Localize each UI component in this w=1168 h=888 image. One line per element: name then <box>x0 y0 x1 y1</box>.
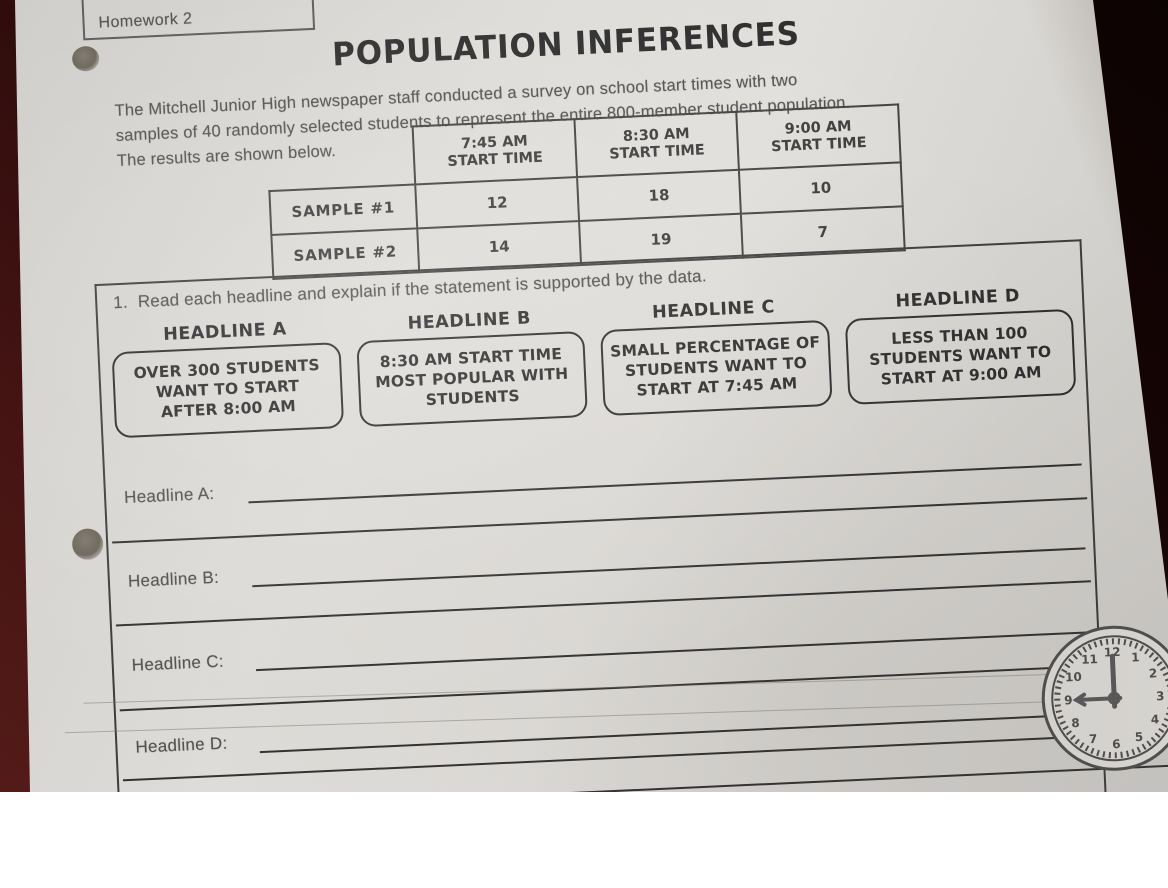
clock-number: 12 <box>1104 645 1121 660</box>
headline-group-b: HEADLINE B 8:30 AM START TIME MOST POPUL… <box>355 306 588 428</box>
answer-line-d <box>259 712 1119 754</box>
clock-number: 6 <box>1112 737 1121 751</box>
answer-line-c <box>256 631 1090 672</box>
worksheet-paper: Homework 2 POPULATION INFERENCES The Mit… <box>15 0 1168 792</box>
answer-line-b <box>252 547 1086 588</box>
hole-punch-top <box>71 45 100 72</box>
question-box: 1. Read each headline and explain if the … <box>94 239 1168 792</box>
clock-number: 4 <box>1151 712 1160 726</box>
headline-group-c: HEADLINE C SMALL PERCENTAGE OF STUDENTS … <box>599 295 833 417</box>
headline-c-box: SMALL PERCENTAGE OF STUDENTS WANT TO STA… <box>600 319 833 417</box>
question-number: 1. <box>112 292 129 313</box>
homework-label: Homework 2 <box>98 10 193 32</box>
table-cell: 12 <box>415 177 580 229</box>
row-label-sample-1: SAMPLE #1 <box>269 184 418 236</box>
clock-center-dot <box>1107 691 1121 705</box>
headline-d-box: LESS THAN 100 STUDENTS WANT TO START AT … <box>844 308 1077 406</box>
column-header-900: 9:00 AM START TIME <box>736 104 901 170</box>
clock-number: 8 <box>1071 716 1080 730</box>
headline-a-box: OVER 300 STUDENTS WANT TO START AFTER 8:… <box>111 342 344 439</box>
answer-label-b: Headline B: <box>127 567 220 591</box>
answer-label-a: Headline A: <box>123 483 215 507</box>
headline-a-label: HEADLINE A <box>162 319 288 346</box>
answer-line-a2 <box>112 497 1088 544</box>
clock-number: 5 <box>1135 730 1144 744</box>
answer-label-c: Headline C: <box>131 651 225 675</box>
answer-line-a <box>248 463 1082 504</box>
page-title: POPULATION INFERENCES <box>331 15 801 74</box>
answer-line-b2 <box>115 580 1091 627</box>
hole-punch-middle <box>71 527 104 561</box>
clock-number: 9 <box>1064 693 1073 707</box>
headline-d-label: HEADLINE D <box>895 286 1021 312</box>
table-blank-cell <box>267 126 415 191</box>
headline-row: HEADLINE A OVER 300 STUDENTS WANT TO STA… <box>110 284 1077 439</box>
clock-number: 11 <box>1081 652 1098 667</box>
column-header-830: 8:30 AM START TIME <box>574 111 739 178</box>
headline-c-label: HEADLINE C <box>651 297 776 323</box>
headline-group-a: HEADLINE A OVER 300 STUDENTS WANT TO STA… <box>110 317 344 439</box>
column-header-745: 7:45 AM START TIME <box>412 119 578 185</box>
headline-b-label: HEADLINE B <box>407 308 532 334</box>
answer-label-d: Headline D: <box>135 733 228 757</box>
clock-hour-hand <box>1072 692 1123 707</box>
headline-b-box: 8:30 AM START TIME MOST POPULAR WITH STU… <box>355 330 588 428</box>
clock-number: 7 <box>1089 732 1098 746</box>
clock-number: 3 <box>1156 689 1165 703</box>
table-cell: 18 <box>577 169 741 222</box>
homework-box: Homework 2 <box>80 0 316 41</box>
clock-number: 10 <box>1065 670 1082 685</box>
clock-number: 1 <box>1131 650 1140 664</box>
clock-inner-ring <box>1051 635 1168 762</box>
clock-number: 2 <box>1148 666 1157 680</box>
worksheet-content: Homework 2 POPULATION INFERENCES The Mit… <box>64 0 1168 792</box>
answer-line-d3 <box>130 761 1168 792</box>
headline-group-d: HEADLINE D LESS THAN 100 STUDENTS WANT T… <box>843 284 1077 406</box>
table-cell: 10 <box>738 162 903 214</box>
answer-line-c2 <box>119 665 1095 712</box>
